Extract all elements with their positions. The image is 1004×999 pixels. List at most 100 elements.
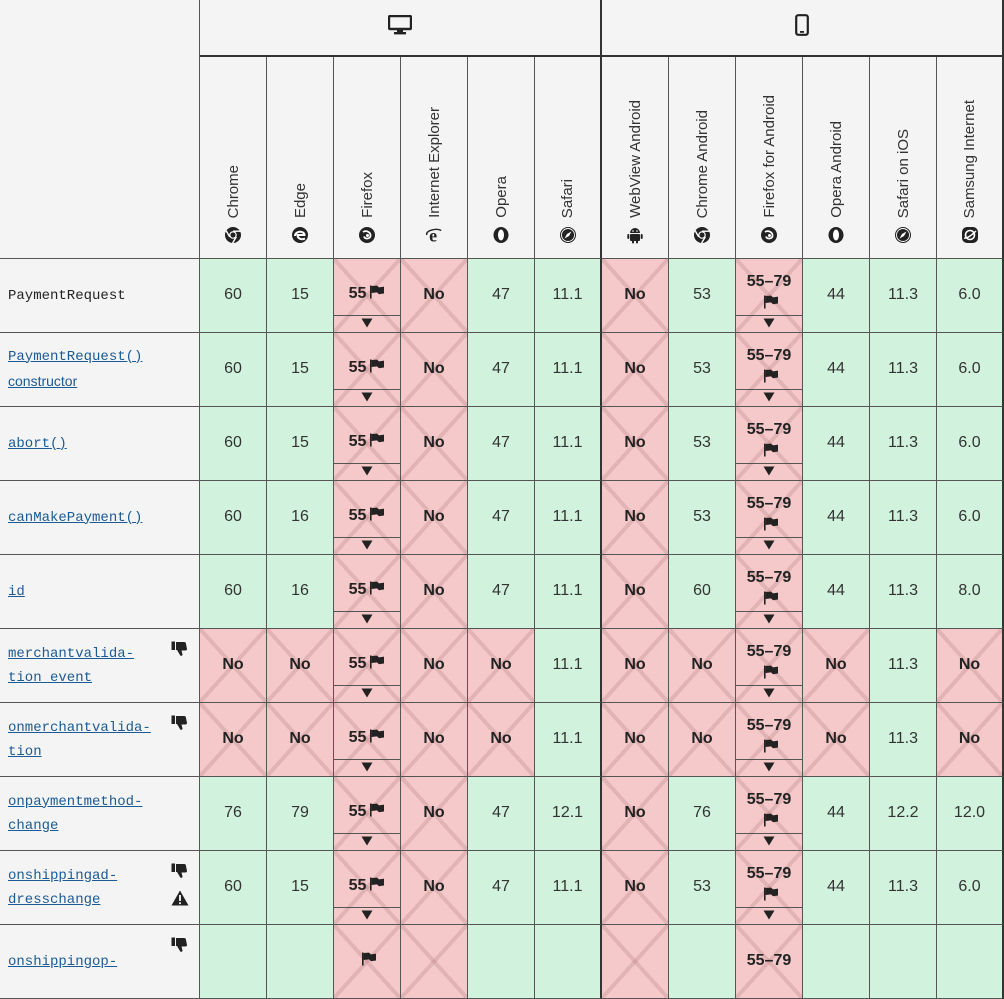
support-cell: 44 xyxy=(803,407,870,481)
flag-wrap xyxy=(736,813,802,832)
flag-icon xyxy=(763,887,779,906)
support-value: 53 xyxy=(693,878,711,895)
feature-name[interactable]: merchantvalida-tion event xyxy=(8,642,148,690)
support-value: No xyxy=(624,434,646,451)
feature-name[interactable]: onshippingad-dresschange xyxy=(8,864,148,912)
browser-header-7: Chrome Android xyxy=(669,57,736,259)
support-cell: 60 xyxy=(200,259,267,333)
support-cell[interactable]: 55 xyxy=(334,555,401,629)
mobile-icon xyxy=(795,14,809,41)
expand-toggle[interactable] xyxy=(736,759,802,776)
feature-name-line: PaymentRequest xyxy=(8,287,126,304)
support-cell[interactable]: 55 xyxy=(334,629,401,703)
support-cell[interactable]: 55–79 xyxy=(736,851,803,925)
expand-toggle[interactable] xyxy=(334,907,400,924)
support-cell: 44 xyxy=(803,481,870,555)
expand-toggle[interactable] xyxy=(334,759,400,776)
support-cell: 47 xyxy=(468,481,535,555)
expand-toggle[interactable] xyxy=(736,611,802,628)
expand-toggle[interactable] xyxy=(334,389,400,406)
support-cell[interactable]: 55 xyxy=(334,333,401,407)
feature-cell: PaymentRequest xyxy=(0,259,200,333)
support-cell: 60 xyxy=(200,555,267,629)
support-cell[interactable]: 55 xyxy=(334,481,401,555)
support-cell: 44 xyxy=(803,555,870,629)
support-value: No xyxy=(825,730,847,747)
support-cell: 12.1 xyxy=(535,777,602,851)
feature-name-line: tion event xyxy=(8,669,93,686)
firefox-icon xyxy=(358,226,376,244)
support-value: 44 xyxy=(827,878,845,895)
feature-name[interactable]: onshippingop- xyxy=(8,950,148,974)
support-cell: 11.1 xyxy=(535,555,602,629)
support-value: No xyxy=(958,656,981,673)
dropdown-arrow-icon xyxy=(763,611,775,628)
feature-name[interactable]: PaymentRequest() constructor xyxy=(8,345,148,395)
expand-toggle[interactable] xyxy=(736,315,802,332)
expand-toggle[interactable] xyxy=(736,463,802,480)
support-cell[interactable]: 55 xyxy=(334,407,401,481)
support-cell[interactable]: 55–79 xyxy=(736,407,803,481)
support-cell: 47 xyxy=(468,851,535,925)
support-cell: 6.0 xyxy=(937,333,1004,407)
support-cell[interactable]: 55–79 xyxy=(736,629,803,703)
support-value: 60 xyxy=(224,582,242,599)
feature-name[interactable]: canMakePayment() xyxy=(8,506,148,530)
support-cell[interactable]: 55 xyxy=(334,851,401,925)
support-value: 44 xyxy=(827,582,845,599)
support-cell: No xyxy=(468,703,535,777)
support-cell xyxy=(669,925,736,999)
browser-name: Chrome Android xyxy=(693,109,711,218)
dropdown-arrow-icon xyxy=(763,759,775,776)
expand-toggle[interactable] xyxy=(736,833,802,850)
flag-icon xyxy=(369,507,385,526)
support-cell: 11.1 xyxy=(535,481,602,555)
chrome-icon xyxy=(224,226,242,244)
flag-icon xyxy=(369,359,385,378)
flag-icon xyxy=(369,433,385,452)
expand-toggle[interactable] xyxy=(334,833,400,850)
flag-icon xyxy=(763,443,779,462)
feature-name[interactable]: abort() xyxy=(8,432,148,456)
expand-toggle[interactable] xyxy=(736,685,802,702)
browser-header-5: Safari xyxy=(535,57,602,259)
support-cell[interactable]: 55–79 xyxy=(736,777,803,851)
expand-toggle[interactable] xyxy=(334,315,400,332)
support-cell[interactable]: 55–79 xyxy=(736,333,803,407)
support-value: 55–79 xyxy=(746,952,792,969)
expand-toggle[interactable] xyxy=(334,537,400,554)
feature-name-line: dresschange xyxy=(8,891,101,908)
expand-toggle[interactable] xyxy=(736,537,802,554)
browser-header-0: Chrome xyxy=(200,57,267,259)
support-cell: No xyxy=(602,555,669,629)
support-cell: No xyxy=(401,629,468,703)
support-cell[interactable]: 55–79 xyxy=(736,259,803,333)
feature-name[interactable]: id xyxy=(8,580,148,604)
support-value: 11.1 xyxy=(552,286,583,303)
support-value: 15 xyxy=(291,286,309,303)
expand-toggle[interactable] xyxy=(736,907,802,924)
browser-header-3: e Internet Explorer xyxy=(401,57,468,259)
support-cell xyxy=(200,925,267,999)
platform-header-0 xyxy=(200,0,602,57)
feature-name[interactable]: onmerchantvalida-tion xyxy=(8,716,151,764)
support-cell[interactable]: 55–79 xyxy=(736,703,803,777)
feature-name[interactable]: onpaymentmethod-change xyxy=(8,790,148,838)
support-cell: 53 xyxy=(669,481,736,555)
support-cell[interactable]: 55 xyxy=(334,259,401,333)
support-cell: 16 xyxy=(267,555,334,629)
support-cell[interactable]: 55–79 xyxy=(736,481,803,555)
support-value: 16 xyxy=(291,582,309,599)
expand-toggle[interactable] xyxy=(334,685,400,702)
expand-toggle[interactable] xyxy=(334,611,400,628)
support-cell[interactable]: 55–79 xyxy=(736,555,803,629)
support-cell: 11.3 xyxy=(870,629,937,703)
expand-toggle[interactable] xyxy=(334,463,400,480)
thumbs-down-icon xyxy=(171,863,189,884)
support-cell[interactable]: 55 xyxy=(334,777,401,851)
support-value: No xyxy=(423,286,445,303)
feature-cell: PaymentRequest() constructor xyxy=(0,333,200,407)
expand-toggle[interactable] xyxy=(736,389,802,406)
support-cell[interactable]: 55 xyxy=(334,703,401,777)
